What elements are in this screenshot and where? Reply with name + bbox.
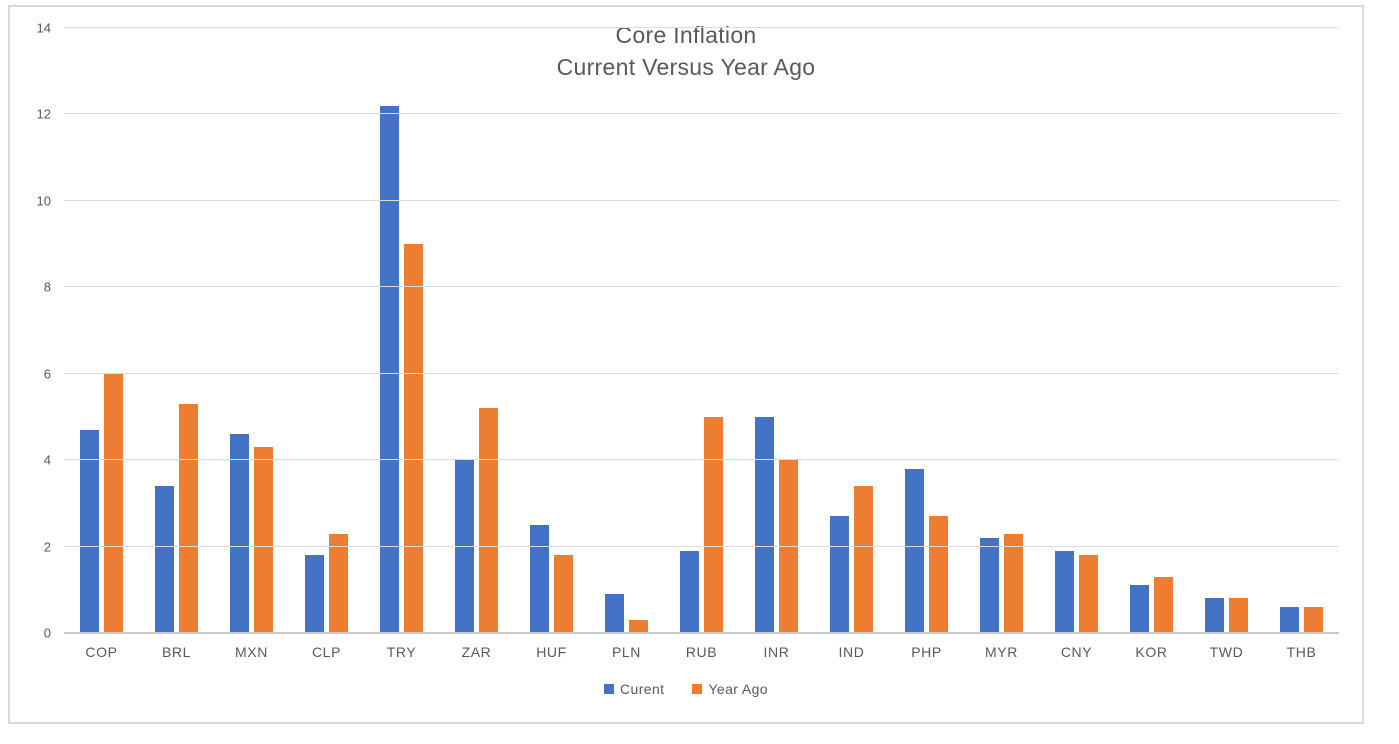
bar-curent-huf [530,524,549,633]
bar-curent-kor [1130,585,1149,633]
bar-year-ago-mxn [254,447,273,633]
bar-curent-twd [1205,598,1224,633]
x-axis-tick-label: INR [763,644,790,660]
bar-groups [64,28,1339,633]
legend-label: Year Ago [708,681,768,697]
bar-group-cop [64,28,139,633]
x-axis-tick-label: CLP [311,644,342,660]
bar-curent-php [905,468,924,633]
y-axis-tick-label: 8 [43,279,51,295]
bar-year-ago-ind [854,486,873,633]
bar-curent-thb [1280,607,1299,633]
x-axis-tick-label: CNY [1060,644,1093,660]
y-axis-tick-label: 12 [36,106,51,122]
x-axis-tick-label: IND [838,644,865,660]
gridline [64,459,1339,461]
x-axis-tick-label: THB [1286,644,1317,660]
x-axis-tick-label: HUF [536,644,567,660]
chart-title: Core Inflation [615,22,757,48]
bar-year-ago-php [929,516,948,633]
bar-year-ago-try [404,244,423,633]
bar-year-ago-twd [1229,598,1248,633]
x-axis-tick-label: TWD [1209,644,1244,660]
legend-swatch-year-ago [692,684,703,694]
y-axis-tick-label: 14 [36,20,51,36]
plot-area: 0 2 4 6 8 10 12 14 [37,21,1339,641]
bar-curent-pln [605,594,624,633]
bar-year-ago-myr [1004,533,1023,633]
bar-group-rub [664,28,739,633]
y-axis-tick-label: 0 [43,625,51,641]
legend-swatch-curent [604,684,615,694]
bar-curent-clp [305,555,324,633]
x-axis-tick-label: PLN [611,644,642,660]
chart-title-block: Core Inflation Current Versus Year Ago [10,19,1362,83]
bar-group-cny [1039,28,1114,633]
x-axis-tick-label: MYR [985,644,1018,660]
x-axis-tick-label: RUB [685,644,718,660]
bar-group-myr [964,28,1039,633]
bar-curent-ind [830,516,849,633]
gridline [64,27,1339,28]
x-axis-tick-label: KOR [1135,644,1168,660]
bar-curent-cny [1055,550,1074,633]
x-axis-tick-label: TRY [386,644,417,660]
bar-group-mxn [214,28,289,633]
bar-group-ind [814,28,889,633]
x-axis-labels: COP BRL MXN CLP TRY ZAR HUF PLN RUB INR IND PHP MYR C… [64,644,1339,660]
bar-group-brl [139,28,214,633]
x-axis-line [64,632,1339,634]
y-axis-tick-label: 2 [43,539,51,555]
bar-year-ago-thb [1304,607,1323,633]
bar-year-ago-huf [554,555,573,633]
gridline [64,286,1339,288]
gridline [64,199,1339,201]
bar-year-ago-brl [179,403,198,633]
y-axis-tick-label: 6 [43,366,51,382]
gridline [64,545,1339,547]
x-axis-tick-label: BRL [161,644,192,660]
legend-item-year-ago: Year Ago [692,681,768,697]
bar-group-kor [1114,28,1189,633]
bar-year-ago-cny [1079,555,1098,633]
bar-group-thb [1264,28,1339,633]
bar-year-ago-zar [479,408,498,633]
bar-curent-brl [155,486,174,633]
x-axis-tick-label: PHP [911,644,942,660]
bar-year-ago-kor [1154,576,1173,633]
legend-item-curent: Curent [604,681,664,697]
bar-group-clp [289,28,364,633]
x-axis-tick-label: COP [85,644,118,660]
bar-year-ago-clp [329,533,348,633]
gridline [64,113,1339,115]
bar-curent-zar [455,460,474,633]
gridline [64,372,1339,374]
bar-group-try [364,28,439,633]
bar-year-ago-inr [779,460,798,633]
bar-group-php [889,28,964,633]
bar-year-ago-cop [104,373,123,633]
bar-curent-cop [80,429,99,633]
legend: Curent Year Ago [10,681,1362,697]
x-axis-tick-label: ZAR [461,644,492,660]
bar-group-zar [439,28,514,633]
bar-curent-inr [755,416,774,633]
y-axis-tick-label: 4 [43,452,51,468]
chart-subtitle: Current Versus Year Ago [556,54,816,80]
y-axis-tick-label: 10 [36,193,51,209]
bar-group-pln [589,28,664,633]
bar-group-twd [1189,28,1264,633]
bar-curent-try [380,105,399,633]
legend-label: Curent [620,681,665,697]
bar-curent-myr [980,537,999,633]
bar-group-huf [514,28,589,633]
bar-year-ago-rub [704,416,723,633]
bar-curent-mxn [230,434,249,633]
bar-curent-rub [680,550,699,633]
bar-group-inr [739,28,814,633]
bar-year-ago-pln [629,620,648,633]
x-axis-tick-label: MXN [235,644,268,660]
chart-frame: Core Inflation Current Versus Year Ago 0… [8,5,1364,724]
